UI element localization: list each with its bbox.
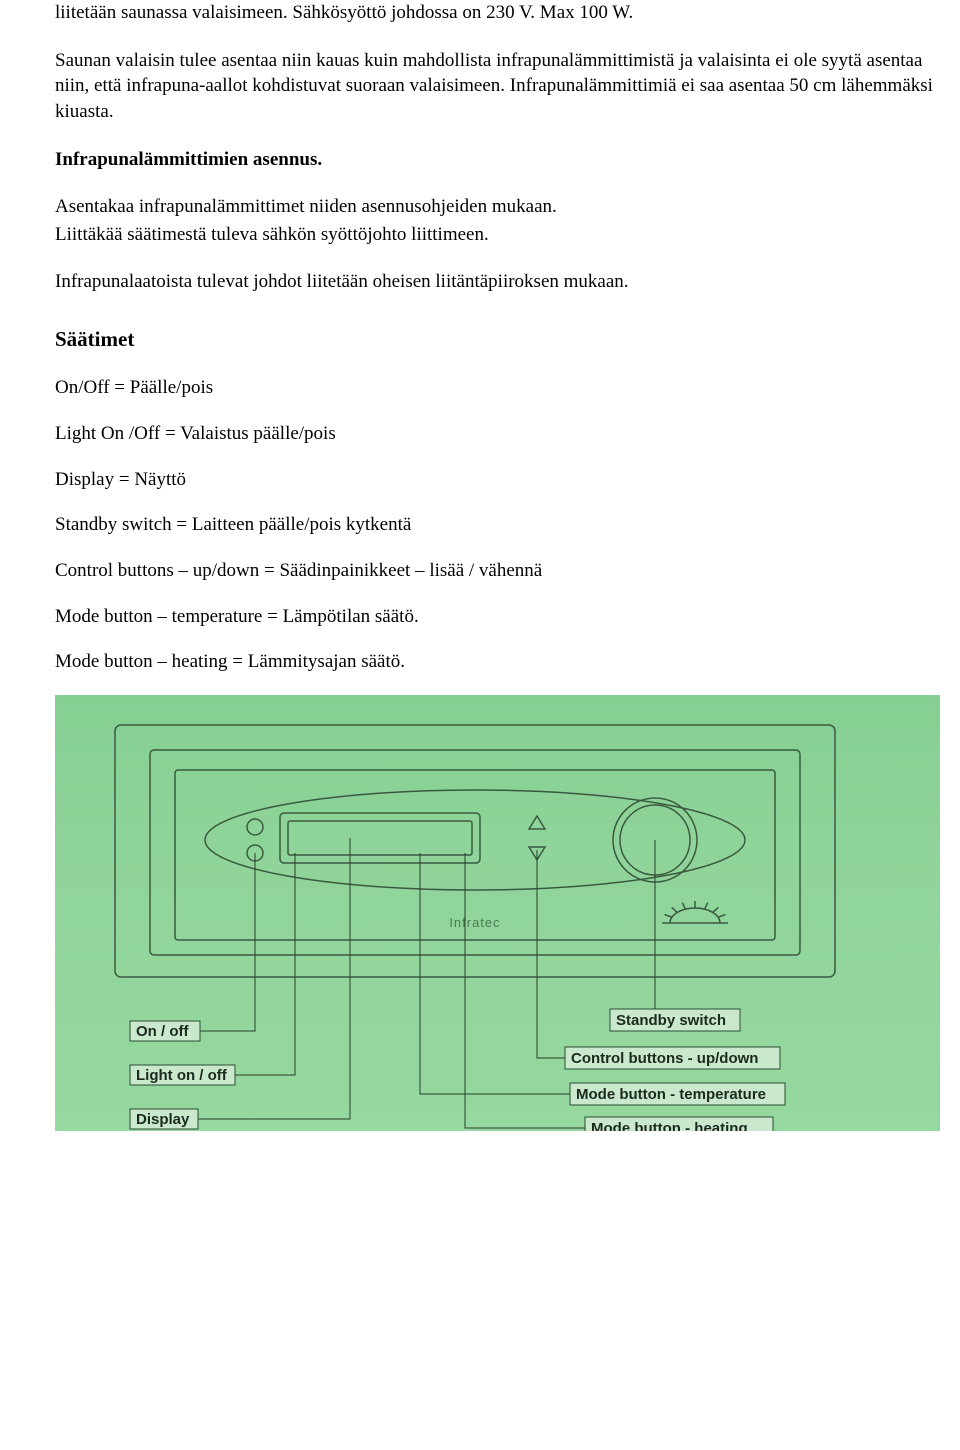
svg-text:Standby switch: Standby switch [616,1012,726,1029]
svg-text:On / off: On / off [136,1023,189,1040]
definition-item: On/Off = Päälle/pois [55,375,940,401]
definition-item: Light On /Off = Valaistus päälle/pois [55,421,940,447]
definition-item: Control buttons – up/down = Säädinpainik… [55,558,940,584]
paragraph-connect-power: Liittäkää säätimestä tuleva sähkön syött… [55,222,940,248]
paragraph-install-lamp: Saunan valaisin tulee asentaa niin kauas… [55,48,940,125]
definition-list: On/Off = Päälle/pois Light On /Off = Val… [55,375,940,674]
paragraph-wiring: liitetään saunassa valaisimeen. Sähkösyö… [55,0,940,26]
heading-saatimet: Säätimet [55,325,940,353]
paragraph-install-heaters: Asentakaa infrapunalämmittimet niiden as… [55,194,940,220]
svg-text:Display: Display [136,1111,190,1128]
paragraph-wiring-diagram: Infrapunalaatoista tulevat johdot liitet… [55,269,940,295]
svg-text:Mode button - temperature: Mode button - temperature [576,1086,766,1103]
svg-text:Infratec: Infratec [449,915,500,930]
svg-text:Mode button - heating: Mode button - heating [591,1120,748,1131]
definition-item: Mode button – temperature = Lämpötilan s… [55,604,940,630]
heading-infra-install: Infrapunalämmittimien asennus. [55,147,940,173]
svg-text:Control buttons - up/down: Control buttons - up/down [571,1050,758,1067]
definition-item: Mode button – heating = Lämmitysajan sää… [55,649,940,675]
svg-text:Light on / off: Light on / off [136,1067,228,1084]
definition-item: Display = Näyttö [55,467,940,493]
definition-item: Standby switch = Laitteen päälle/pois ky… [55,512,940,538]
controller-diagram: Infratec On / off Light on / off Display Sta… [55,695,940,1131]
